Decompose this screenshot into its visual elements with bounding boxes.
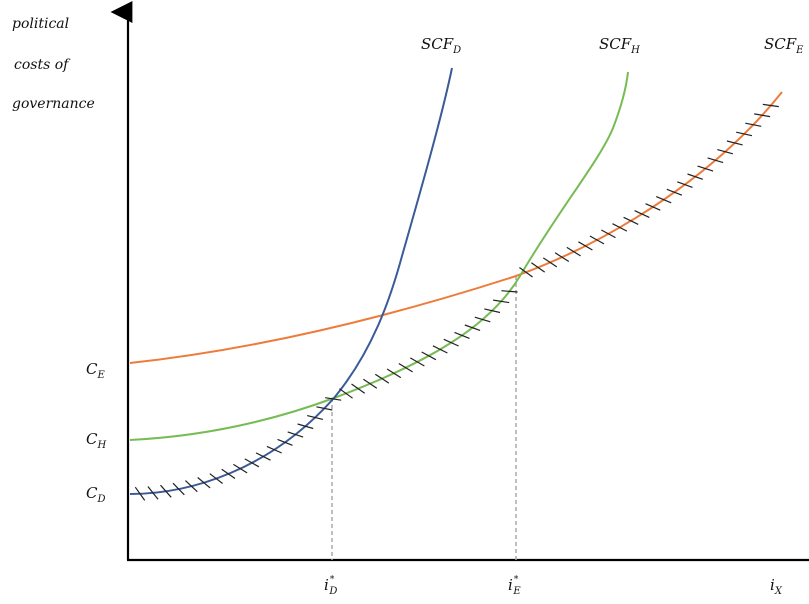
hatch-mark bbox=[578, 241, 593, 251]
hatch-mark bbox=[531, 262, 546, 273]
hatch-mark bbox=[209, 473, 223, 484]
hatch-mark bbox=[147, 486, 159, 500]
hatch-mark bbox=[601, 229, 616, 239]
hatch-mark bbox=[443, 338, 459, 347]
y-axis-label-line-2: costs of bbox=[14, 57, 71, 73]
hatch-mark bbox=[501, 290, 518, 293]
curve-scf-h bbox=[129, 71, 629, 441]
hatch-mark bbox=[519, 267, 533, 278]
hatch-mark bbox=[687, 173, 703, 180]
hatch-mark bbox=[454, 331, 470, 339]
hatch-mark bbox=[612, 223, 628, 232]
lower-envelope-hatch-marks bbox=[134, 103, 779, 501]
hatch-mark bbox=[493, 299, 510, 304]
hatch-mark bbox=[398, 362, 413, 373]
hatch-mark bbox=[762, 103, 779, 108]
hatch-mark bbox=[172, 482, 185, 496]
y-tick-c-d: CD bbox=[86, 484, 106, 505]
y-axis-label-line-1: political bbox=[12, 16, 69, 32]
hatch-mark bbox=[160, 484, 172, 498]
y-axis-label-line-3: governance bbox=[12, 96, 95, 112]
hatch-mark bbox=[623, 216, 639, 225]
y-tick-c-h: CH bbox=[86, 430, 106, 451]
hatch-mark bbox=[266, 445, 282, 454]
label-scf-e: SCFE bbox=[764, 35, 804, 56]
hatch-mark bbox=[421, 351, 437, 361]
hatch-mark bbox=[297, 423, 314, 430]
hatch-mark bbox=[736, 131, 753, 137]
x-tick-i-d-star: i* D bbox=[324, 575, 337, 597]
hatch-mark bbox=[386, 368, 402, 379]
hatch-mark bbox=[287, 431, 304, 438]
hatch-mark bbox=[277, 438, 293, 446]
hatch-mark bbox=[325, 397, 342, 401]
hatch-mark bbox=[255, 452, 271, 461]
hatch-mark bbox=[339, 388, 353, 399]
hatch-mark bbox=[589, 235, 605, 245]
hatch-mark bbox=[374, 373, 390, 384]
hatch-mark bbox=[726, 140, 743, 146]
hatch-mark bbox=[554, 252, 570, 263]
hatch-mark bbox=[745, 122, 762, 127]
hatch-mark bbox=[634, 210, 650, 218]
hatch-mark bbox=[363, 378, 378, 389]
hatch-mark bbox=[484, 308, 501, 314]
hatch-mark bbox=[197, 477, 211, 489]
hatch-mark bbox=[464, 324, 481, 331]
hatch-mark bbox=[754, 113, 771, 118]
curve-scf-d bbox=[129, 67, 453, 495]
hatch-mark bbox=[542, 257, 558, 268]
hatch-mark bbox=[697, 165, 714, 172]
hatch-mark bbox=[677, 181, 693, 188]
hatch-mark bbox=[221, 468, 236, 479]
hatch-mark bbox=[666, 188, 683, 196]
x-axis-label: iX bbox=[770, 576, 783, 597]
y-tick-c-e: CE bbox=[86, 360, 105, 381]
hatch-mark bbox=[717, 149, 734, 155]
hatch-mark bbox=[351, 383, 366, 394]
label-scf-h: SCFH bbox=[599, 35, 640, 56]
hatch-mark bbox=[645, 203, 661, 211]
hatch-mark bbox=[134, 486, 146, 501]
label-scf-d: SCFD bbox=[421, 35, 461, 56]
curve-scf-e bbox=[129, 91, 783, 364]
hatch-mark bbox=[233, 463, 248, 474]
hatch-mark bbox=[474, 316, 491, 323]
hatch-mark bbox=[707, 157, 724, 164]
x-tick-i-e-star: i* E bbox=[508, 575, 521, 597]
hatch-mark bbox=[244, 458, 260, 468]
hatch-mark bbox=[316, 406, 333, 411]
hatch-mark bbox=[566, 246, 581, 257]
hatch-mark bbox=[184, 480, 198, 493]
hatch-mark bbox=[410, 357, 425, 367]
hatch-mark bbox=[655, 196, 672, 204]
hatch-mark bbox=[307, 415, 324, 420]
hatch-mark bbox=[432, 345, 448, 354]
